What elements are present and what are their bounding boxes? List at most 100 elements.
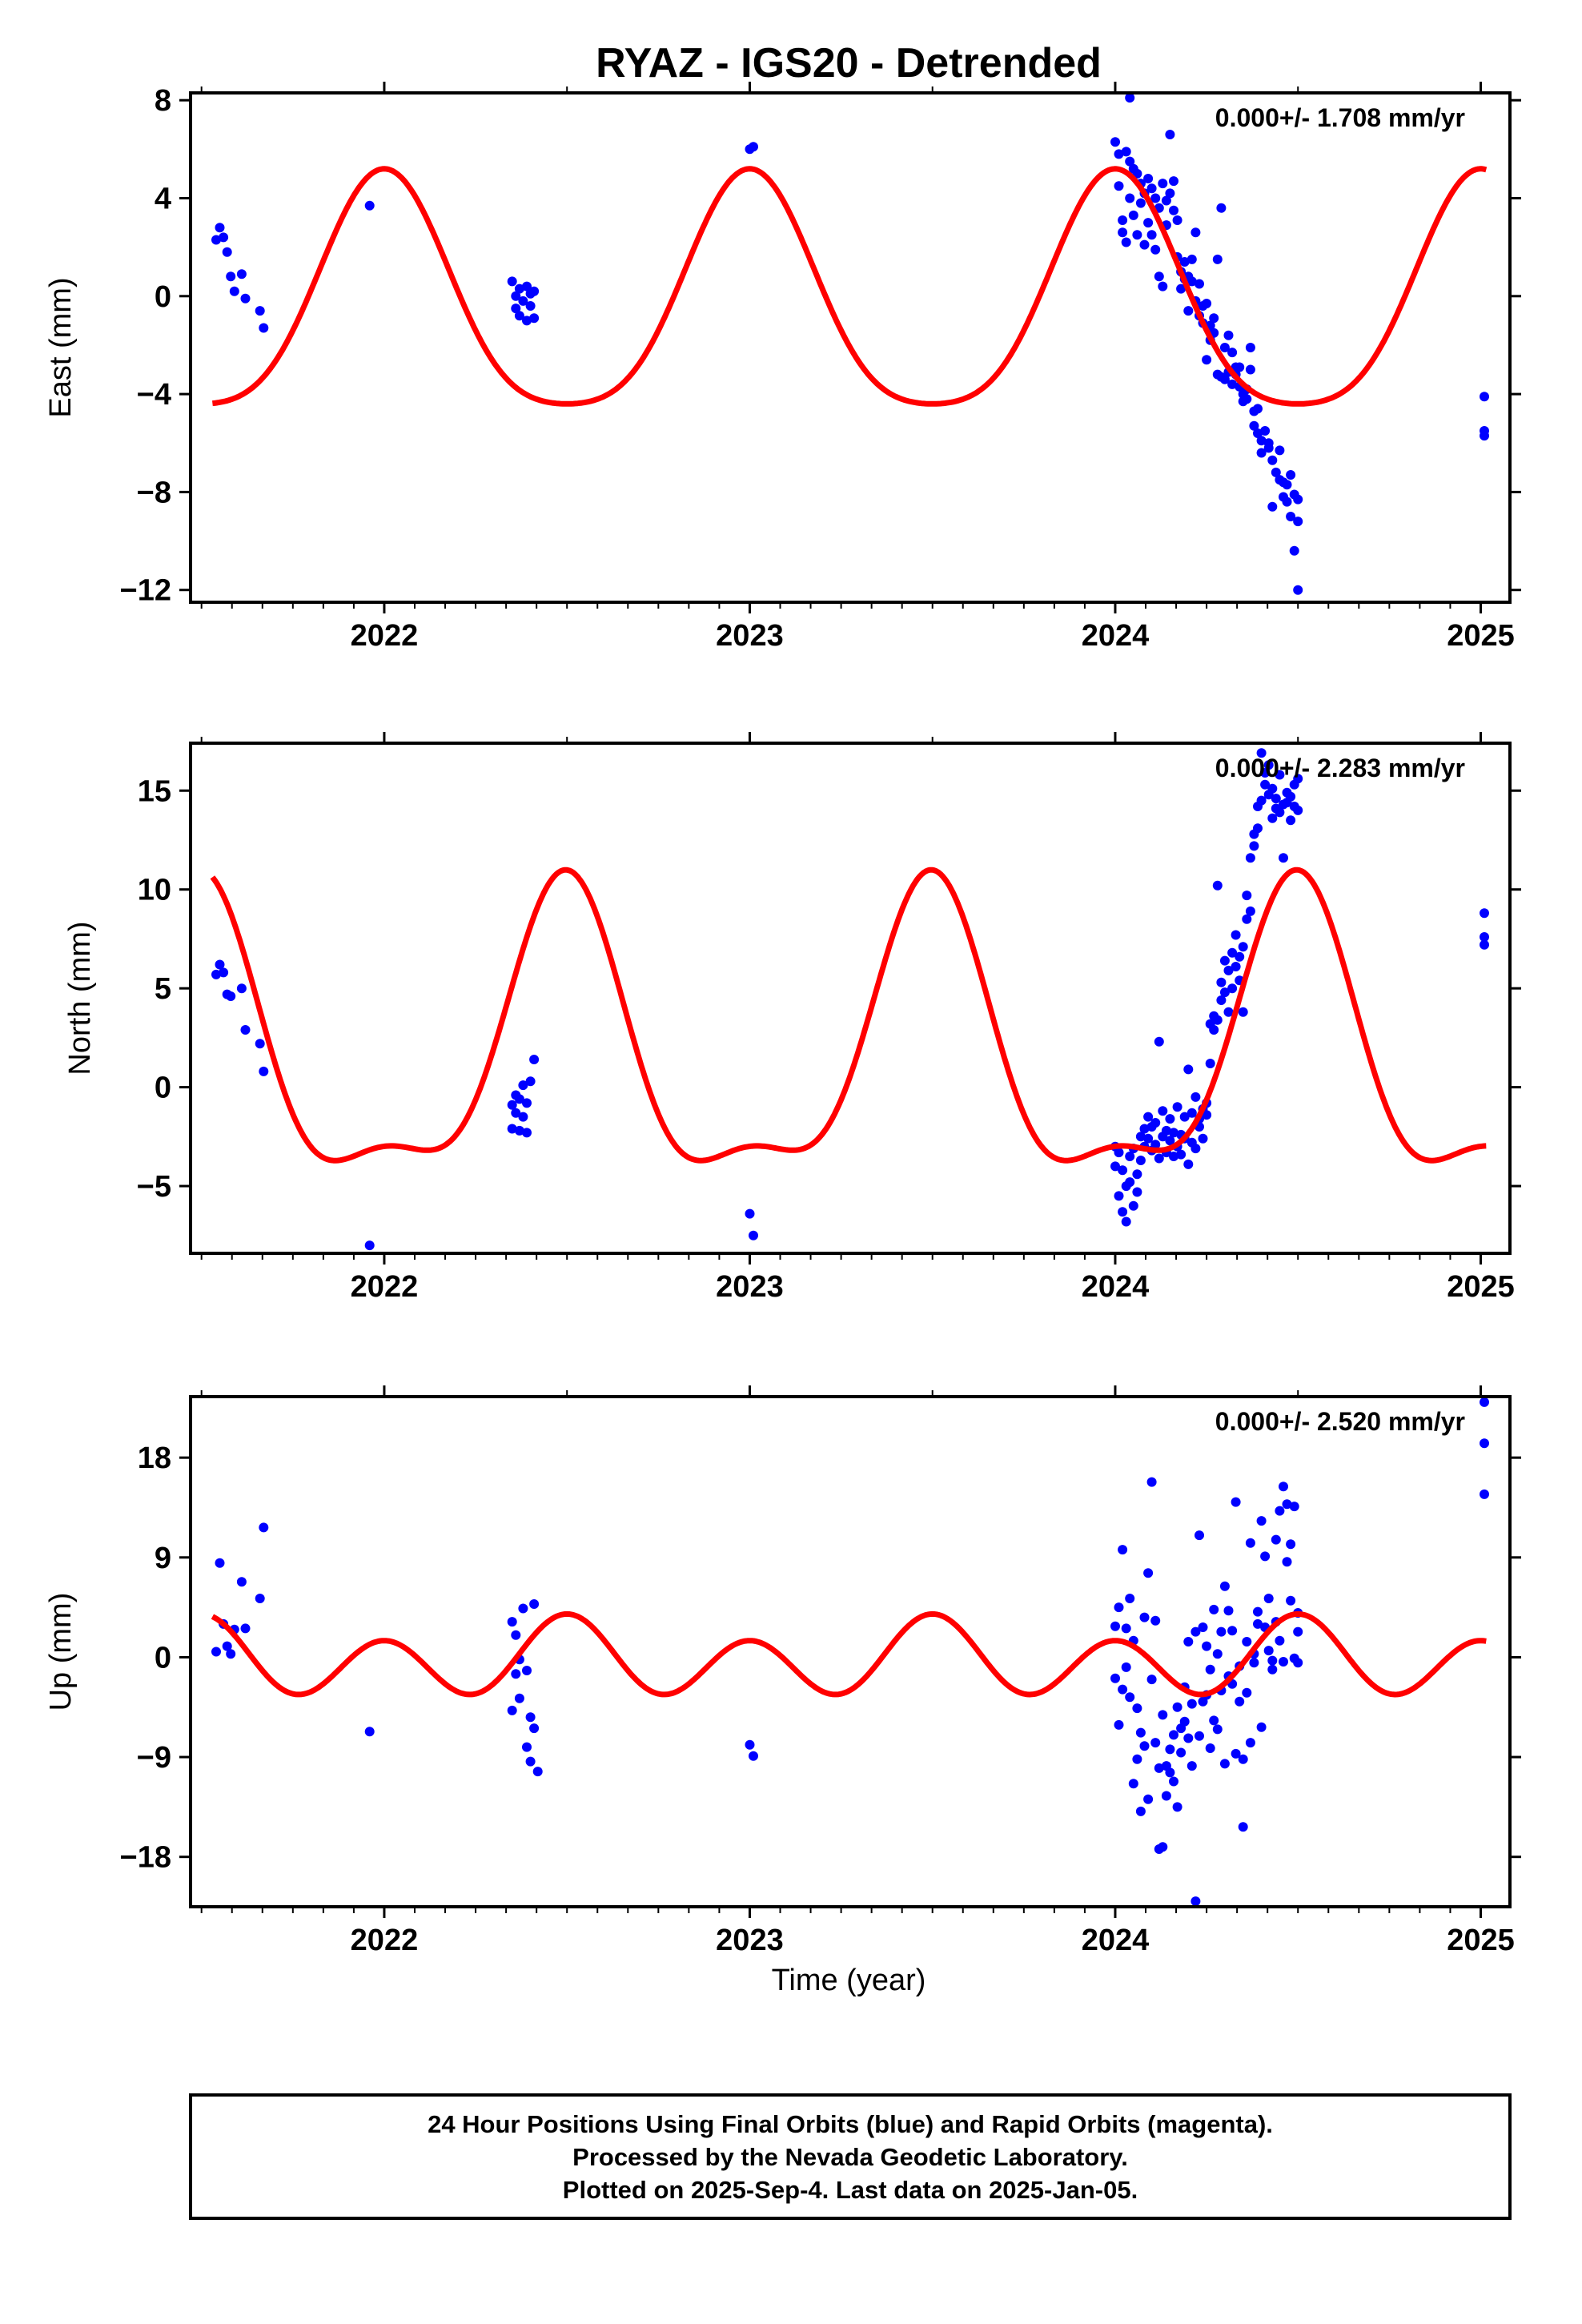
- data-point: [1286, 470, 1296, 480]
- data-point: [1267, 783, 1278, 794]
- data-point: [1139, 239, 1150, 250]
- data-point: [1114, 1148, 1124, 1158]
- data-point: [1139, 1124, 1150, 1134]
- data-point: [1480, 392, 1489, 402]
- data-point: [1143, 1568, 1154, 1578]
- data-point: [1223, 1606, 1234, 1616]
- data-point: [1242, 914, 1252, 924]
- y-tick-label: −18: [120, 1841, 171, 1875]
- data-point: [1158, 1710, 1168, 1720]
- data-point: [226, 991, 236, 1001]
- y-axis-label: East (mm): [44, 277, 78, 417]
- data-point: [511, 1630, 521, 1640]
- data-point: [1263, 760, 1274, 770]
- data-point: [1263, 1594, 1274, 1603]
- data-point: [1256, 1722, 1267, 1732]
- data-point: [1128, 210, 1138, 220]
- data-point: [1253, 1606, 1263, 1617]
- data-point: [1110, 1621, 1120, 1631]
- data-point: [1132, 230, 1142, 240]
- y-tick-label: 0: [155, 1072, 171, 1105]
- data-point: [1195, 279, 1204, 289]
- data-point: [1110, 1161, 1120, 1172]
- data-point: [1263, 1646, 1274, 1656]
- data-point: [1245, 906, 1255, 916]
- y-tick-label: 0: [155, 1641, 171, 1675]
- data-point: [1256, 448, 1267, 458]
- data-point: [514, 1125, 524, 1136]
- data-point: [1118, 1165, 1128, 1176]
- data-point: [240, 293, 251, 304]
- footer-line-1: 24 Hour Positions Using Final Orbits (bl…: [428, 2110, 1273, 2138]
- data-point: [1154, 271, 1164, 282]
- y-tick-label: −8: [137, 476, 171, 509]
- data-point: [1279, 1657, 1288, 1667]
- data-point: [1150, 1615, 1161, 1626]
- data-point: [1256, 795, 1267, 806]
- data-point: [1165, 1744, 1175, 1755]
- data-point: [1146, 1675, 1157, 1685]
- data-point: [529, 313, 540, 324]
- data-point: [1289, 1502, 1299, 1512]
- data-point: [1114, 1719, 1124, 1730]
- y-tick-label: 8: [155, 84, 171, 118]
- data-point: [1219, 1581, 1230, 1591]
- data-point: [1242, 1637, 1252, 1647]
- data-point: [1216, 995, 1227, 1005]
- data-point: [259, 323, 269, 333]
- data-point: [1282, 497, 1292, 507]
- data-point: [259, 1522, 269, 1533]
- data-point: [1118, 227, 1128, 238]
- data-point: [511, 291, 521, 301]
- data-point: [1227, 1626, 1238, 1636]
- data-point: [1118, 215, 1128, 225]
- data-point: [1286, 512, 1296, 521]
- data-point: [1198, 1622, 1208, 1632]
- data-point: [1253, 428, 1263, 438]
- data-point: [1235, 951, 1245, 962]
- data-point: [1169, 1128, 1178, 1138]
- data-point: [1286, 815, 1296, 826]
- data-point: [525, 1076, 536, 1087]
- data-point: [1289, 545, 1299, 556]
- data-point: [1158, 1842, 1168, 1852]
- data-point: [1139, 1741, 1150, 1751]
- data-point: [1293, 1658, 1303, 1668]
- data-point: [1132, 1169, 1142, 1180]
- data-point: [1212, 880, 1223, 891]
- data-point: [507, 276, 517, 287]
- data-point: [1260, 768, 1271, 778]
- data-point: [1125, 93, 1135, 103]
- data-point: [1271, 1534, 1281, 1545]
- data-point: [522, 1128, 532, 1138]
- data-point: [1146, 183, 1157, 194]
- data-point: [1286, 1595, 1296, 1606]
- data-point: [529, 286, 540, 296]
- data-point: [1154, 1763, 1164, 1773]
- model-curve: [211, 166, 1488, 407]
- data-point: [1125, 1594, 1135, 1603]
- data-point: [1179, 257, 1190, 267]
- x-tick-label: 2025: [1447, 1270, 1515, 1304]
- data-point: [511, 1108, 521, 1118]
- data-point: [1132, 1703, 1142, 1714]
- data-point: [1143, 1133, 1154, 1144]
- data-point: [1128, 1779, 1138, 1789]
- data-point: [507, 1124, 517, 1134]
- data-point: [1227, 947, 1238, 958]
- data-point: [1169, 1152, 1178, 1161]
- north-panel: 2022 2023 2024 2025 15 10 5 0 −5 North (mm) 0.000+…: [63, 732, 1521, 1304]
- y-tick-label: 18: [138, 1441, 171, 1475]
- data-point: [1245, 343, 1255, 352]
- footer-frame: [189, 2093, 1512, 2220]
- data-point: [255, 1594, 265, 1603]
- data-point: [1293, 494, 1303, 505]
- data-point: [1125, 1152, 1135, 1161]
- data-point: [1231, 1497, 1241, 1507]
- y-tick-label: −9: [137, 1741, 171, 1775]
- data-point: [1121, 1216, 1131, 1227]
- data-point: [511, 304, 521, 314]
- rate-annotation: 0.000+/- 2.520 mm/yr: [1215, 1407, 1465, 1436]
- data-point: [525, 1712, 536, 1723]
- data-point: [1231, 1748, 1241, 1759]
